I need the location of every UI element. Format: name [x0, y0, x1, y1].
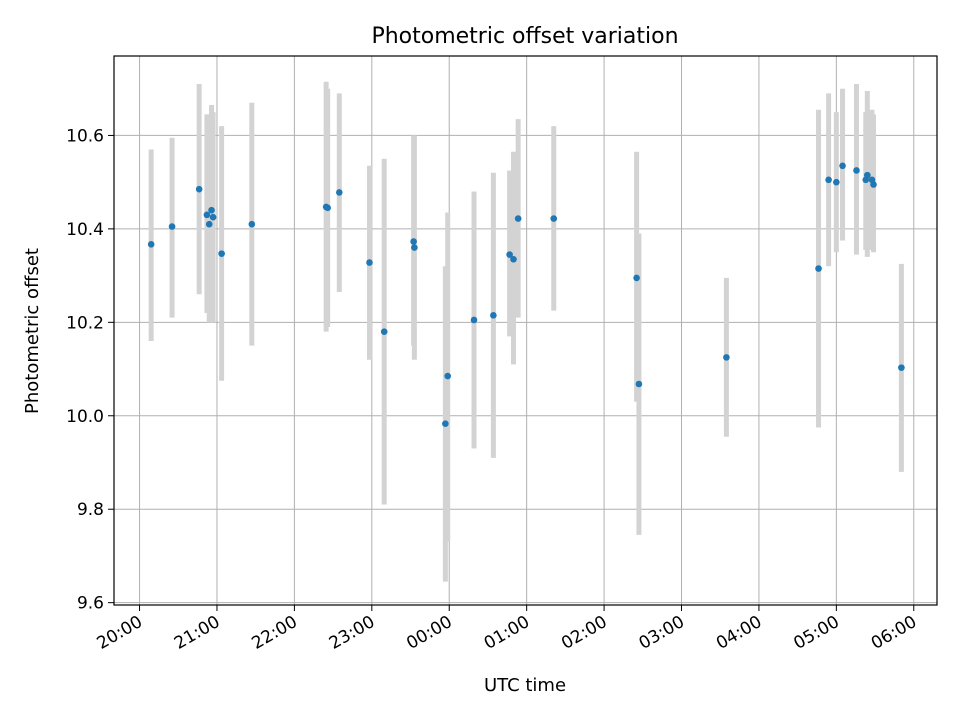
data-point	[898, 364, 905, 371]
data-point	[195, 185, 203, 193]
y-axis-label: Photometric offset	[22, 248, 43, 414]
y-tick-label: 10.0	[66, 407, 104, 427]
data-point	[380, 328, 388, 335]
data-point	[335, 189, 343, 196]
data-point	[853, 167, 860, 174]
data-points	[147, 162, 905, 428]
data-point	[444, 372, 451, 380]
data-point	[510, 255, 517, 263]
y-tick-label: 9.6	[77, 594, 104, 614]
x-tick-label: 23:00	[326, 612, 378, 654]
data-point	[442, 420, 449, 428]
data-point	[490, 312, 497, 319]
plot-frame	[113, 55, 938, 606]
x-axis-label: UTC time	[484, 675, 566, 696]
data-point	[633, 274, 640, 282]
data-point	[723, 354, 730, 361]
x-tick-label: 21:00	[171, 612, 223, 654]
x-tick-label: 02:00	[558, 612, 610, 654]
data-point	[635, 380, 643, 388]
data-point	[208, 206, 215, 214]
data-point	[203, 211, 211, 219]
data-point	[366, 259, 373, 266]
data-point	[550, 215, 558, 222]
y-tick-label: 10.4	[66, 220, 104, 240]
data-point	[209, 213, 217, 221]
x-axis-ticks: 20:00 21:00 22:00 23:00 00:00 01:00 02:00 03:00…	[94, 605, 920, 654]
data-point	[168, 223, 176, 230]
data-point	[411, 244, 418, 251]
x-tick-label: 04:00	[713, 612, 765, 654]
data-point	[410, 238, 417, 245]
data-point	[839, 162, 846, 170]
x-tick-label: 20:00	[94, 612, 146, 654]
data-point	[470, 316, 478, 324]
data-point	[506, 251, 513, 258]
data-point	[218, 250, 225, 257]
x-tick-label: 03:00	[636, 612, 688, 654]
data-point	[205, 220, 213, 228]
data-point	[815, 265, 822, 272]
x-tick-label: 01:00	[481, 612, 533, 654]
data-point	[870, 181, 877, 188]
data-point	[825, 176, 832, 184]
data-point	[248, 220, 256, 228]
data-point	[833, 178, 840, 186]
grid-lines	[114, 56, 937, 605]
data-point	[514, 215, 522, 222]
y-tick-label: 9.8	[77, 500, 104, 520]
x-tick-label: 06:00	[868, 612, 920, 654]
y-tick-label: 10.2	[66, 313, 104, 333]
x-tick-label: 00:00	[403, 612, 455, 654]
x-tick-label: 05:00	[790, 612, 842, 654]
data-point	[147, 240, 155, 248]
y-axis-ticks: 9.6 9.8 10.0 10.2 10.4 10.6	[66, 126, 114, 614]
data-point	[864, 171, 871, 179]
chart-title: Photometric offset variation	[371, 24, 678, 49]
data-point	[324, 204, 331, 212]
x-tick-label: 22:00	[248, 612, 300, 654]
y-tick-label: 10.6	[66, 126, 104, 146]
